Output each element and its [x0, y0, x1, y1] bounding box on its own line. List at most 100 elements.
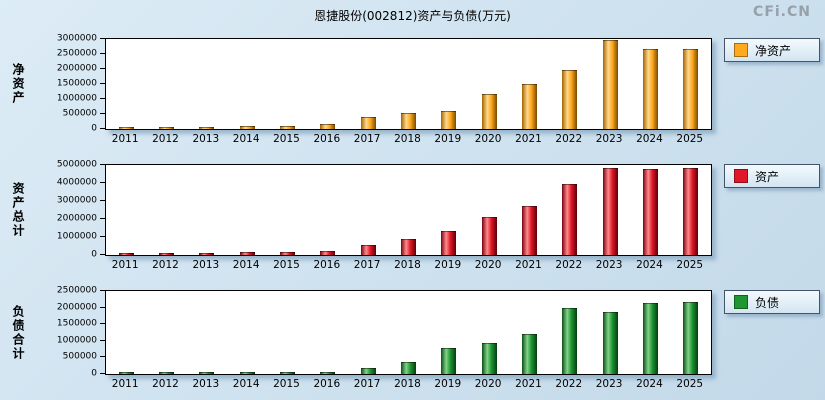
x-axis-label: 2018 — [394, 132, 421, 145]
x-axis-label: 2018 — [394, 258, 421, 271]
bars-container — [106, 39, 711, 129]
bar-slot — [227, 39, 267, 129]
x-axis-label: 2011 — [111, 132, 139, 145]
bar-slot — [630, 165, 670, 255]
legend-swatch — [734, 43, 748, 57]
x-axis-label: 2022 — [555, 377, 583, 390]
bar-total-assets-2015 — [279, 252, 295, 255]
bar-total-liabilities-2023 — [602, 311, 618, 374]
bar-slot — [388, 39, 428, 129]
y-tick — [100, 254, 106, 255]
bar-net-assets-2017 — [360, 117, 376, 129]
bar-slot — [348, 165, 388, 255]
y-tick — [100, 356, 106, 358]
y-tick-label: 0 — [91, 249, 97, 260]
y-tick-label: 3000000 — [56, 195, 97, 206]
y-axis-title: 净资产 — [11, 63, 25, 105]
bar-slot — [308, 291, 348, 374]
y-tick — [100, 218, 106, 219]
bar-slot — [106, 291, 146, 374]
legend-label: 净资产 — [755, 43, 792, 58]
x-axis-label: 2016 — [313, 377, 341, 390]
y-tick-label: 2000000 — [56, 213, 97, 224]
bar-net-assets-2018 — [400, 113, 416, 129]
chart-row-total-liabilities: 负债合计 0 500000 1000000 1500000 2000000 2500000… — [0, 286, 825, 391]
bar-slot — [348, 39, 388, 129]
x-axis-label: 2014 — [232, 258, 260, 271]
bar-slot — [187, 165, 227, 255]
x-axis-label: 2022 — [555, 132, 583, 145]
x-axis-label: 2012 — [152, 377, 179, 390]
bar-net-assets-2022 — [562, 69, 578, 129]
x-axis-label: 2021 — [515, 377, 542, 390]
y-tick-label: 5000000 — [56, 159, 97, 170]
bars-container — [106, 291, 711, 374]
x-axis-label: 2015 — [273, 377, 300, 390]
y-tick — [100, 98, 106, 99]
bar-slot — [106, 39, 146, 129]
y-tick — [100, 373, 106, 374]
bar-total-liabilities-2024 — [642, 303, 658, 374]
bar-total-liabilities-2015 — [279, 372, 295, 374]
x-axis-label: 2022 — [555, 258, 583, 271]
x-axis-label: 2017 — [353, 132, 381, 145]
x-axis-label: 2017 — [353, 258, 381, 271]
cfi-logo[interactable]: CFi.CN — [753, 4, 811, 20]
x-axis-label: 2025 — [676, 132, 704, 145]
x-axis-label: 2011 — [111, 258, 139, 271]
bar-total-assets-2021 — [521, 206, 537, 255]
bar-net-assets-2020 — [481, 93, 497, 129]
x-axis-label: 2015 — [273, 258, 300, 271]
bar-net-assets-2015 — [279, 125, 295, 129]
bar-total-assets-2020 — [481, 217, 497, 255]
x-axis-label: 2023 — [595, 377, 623, 390]
bar-total-liabilities-2012 — [158, 371, 174, 374]
bar-total-liabilities-2022 — [562, 308, 578, 374]
bar-slot — [146, 165, 186, 255]
bar-slot — [106, 165, 146, 255]
bar-slot — [630, 291, 670, 374]
y-tick-label: 1500000 — [56, 318, 97, 329]
bar-net-assets-2012 — [158, 127, 174, 129]
chart-row-net-assets: 净资产 0 500000 1000000 1500000 2000000 2500000 3… — [0, 34, 825, 146]
y-tick — [100, 339, 106, 341]
y-tick — [100, 68, 106, 69]
bar-slot — [509, 39, 549, 129]
bar-total-assets-2011 — [118, 252, 134, 255]
bar-net-assets-2019 — [441, 111, 457, 129]
bar-total-liabilities-2025 — [683, 301, 699, 374]
y-axis-title: 资产总计 — [11, 182, 25, 238]
bar-slot — [469, 291, 509, 374]
bar-total-assets-2014 — [239, 252, 255, 255]
bar-total-liabilities-2017 — [360, 368, 376, 374]
legend-box-net-assets: 净资产 — [724, 38, 820, 62]
bar-total-assets-2025 — [683, 167, 699, 255]
bar-net-assets-2023 — [602, 40, 618, 129]
bar-slot — [509, 165, 549, 255]
plot-area-total-assets: 0 1000000 2000000 3000000 4000000 5000000 — [57, 160, 712, 259]
bar-slot — [550, 39, 590, 129]
y-axis-title: 负债合计 — [11, 304, 25, 361]
x-axis-label: 2025 — [676, 258, 704, 271]
bar-slot — [146, 39, 186, 129]
y-tick — [100, 182, 106, 183]
legend-swatch — [734, 169, 748, 183]
bar-net-assets-2024 — [642, 49, 658, 129]
y-tick — [100, 113, 106, 114]
y-tick — [100, 164, 106, 165]
y-tick-label: 2000000 — [56, 302, 97, 313]
bar-slot — [429, 39, 469, 129]
x-axis-label: 2013 — [192, 258, 220, 271]
x-axis-label: 2017 — [353, 377, 381, 390]
legend-box-total-assets: 资产 — [724, 164, 820, 188]
x-axis-label: 2021 — [515, 258, 542, 271]
x-axis-labels: 2011 2012 2013 2014 2015 2016 2017 2018 2019 2020… — [105, 257, 710, 272]
bar-total-assets-2013 — [199, 252, 215, 255]
y-tick — [100, 290, 106, 291]
bar-total-assets-2019 — [441, 230, 457, 255]
bar-slot — [187, 291, 227, 374]
y-tick — [100, 236, 106, 237]
bar-slot — [590, 39, 630, 129]
bar-total-assets-2018 — [400, 239, 416, 255]
